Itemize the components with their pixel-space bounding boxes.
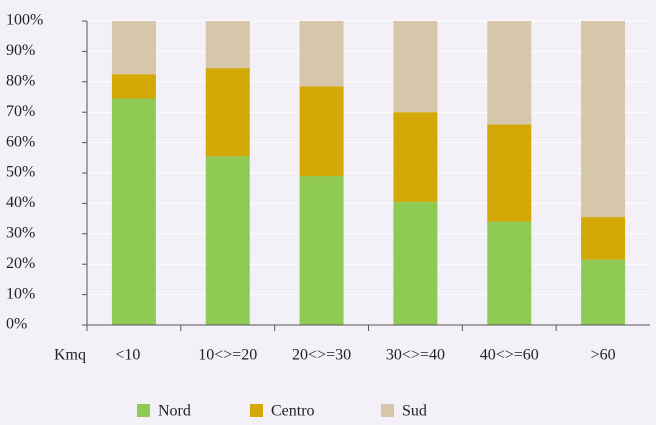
legend-label: Nord xyxy=(158,403,191,420)
bar-segment xyxy=(487,21,532,125)
y-tick-label: 0% xyxy=(6,316,27,333)
bar-segment xyxy=(487,221,532,325)
legend-swatch xyxy=(137,404,150,417)
x-tick-label: 10<>=20 xyxy=(198,347,257,364)
legend-swatch xyxy=(381,404,394,417)
y-tick-label: 30% xyxy=(6,224,35,241)
y-tick-label: 100% xyxy=(6,12,43,29)
y-tick-label: 80% xyxy=(6,72,35,89)
y-tick-label: 10% xyxy=(6,285,35,302)
bar-segment xyxy=(393,112,438,202)
x-axis-label: Kmq xyxy=(54,347,86,364)
y-tick-label: 50% xyxy=(6,164,35,181)
bar-segment xyxy=(299,176,344,325)
x-tick-label: 40<>=60 xyxy=(480,347,539,364)
y-tick-label: 20% xyxy=(6,255,35,272)
bar-segment xyxy=(581,217,626,260)
bar-segment xyxy=(111,74,156,99)
x-tick-label: <10 xyxy=(115,347,140,364)
y-tick-label: 70% xyxy=(6,103,35,120)
x-tick-label: 30<>=40 xyxy=(386,347,445,364)
legend-label: Sud xyxy=(402,403,427,420)
bar-segment xyxy=(205,156,250,325)
bar-segment xyxy=(487,124,532,222)
x-tick-label: >60 xyxy=(591,347,616,364)
bar-segment xyxy=(393,201,438,325)
bar-segment xyxy=(111,21,156,75)
bar-segment xyxy=(205,21,250,69)
bar-segment xyxy=(299,86,344,177)
legend-label: Centro xyxy=(271,403,315,420)
y-tick-label: 90% xyxy=(6,42,35,59)
legend-swatch xyxy=(250,404,263,417)
x-tick-label: 20<>=30 xyxy=(292,347,351,364)
bar-segment xyxy=(299,21,344,87)
y-tick-label: 40% xyxy=(6,194,35,211)
bar-segment xyxy=(581,21,626,218)
bar-segment xyxy=(581,259,626,325)
bar-segment xyxy=(393,21,438,113)
bar-segment xyxy=(111,98,156,326)
bar-segment xyxy=(205,68,250,157)
y-tick-label: 60% xyxy=(6,133,35,150)
